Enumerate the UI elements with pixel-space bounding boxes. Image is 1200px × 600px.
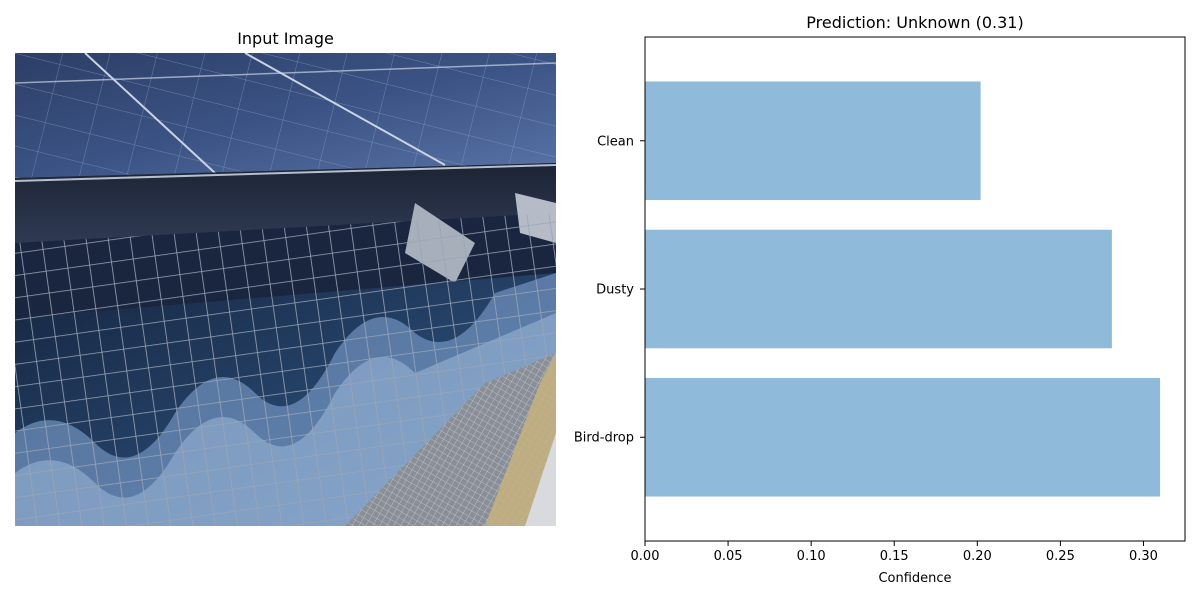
x-tick-label: 0.25	[1046, 549, 1075, 564]
chart-title: Prediction: Unknown (0.31)	[806, 13, 1024, 32]
x-tick-label: 0.00	[631, 549, 660, 564]
bar-bird-drop	[645, 377, 1161, 497]
y-tick-label: Dusty	[596, 283, 634, 298]
y-tick-label: Bird-drop	[574, 431, 634, 446]
input-image-title: Input Image	[237, 29, 334, 48]
x-tick-label: 0.15	[880, 549, 909, 564]
x-tick-label: 0.05	[714, 549, 743, 564]
x-tick-label: 0.20	[963, 549, 992, 564]
bar-dusty	[645, 229, 1112, 349]
bar-clean	[645, 81, 981, 201]
y-tick-label: Clean	[597, 134, 634, 149]
input-image	[15, 53, 556, 526]
x-tick-label: 0.10	[797, 549, 826, 564]
x-tick-label: 0.30	[1129, 549, 1158, 564]
x-axis-label: Confidence	[878, 571, 951, 586]
